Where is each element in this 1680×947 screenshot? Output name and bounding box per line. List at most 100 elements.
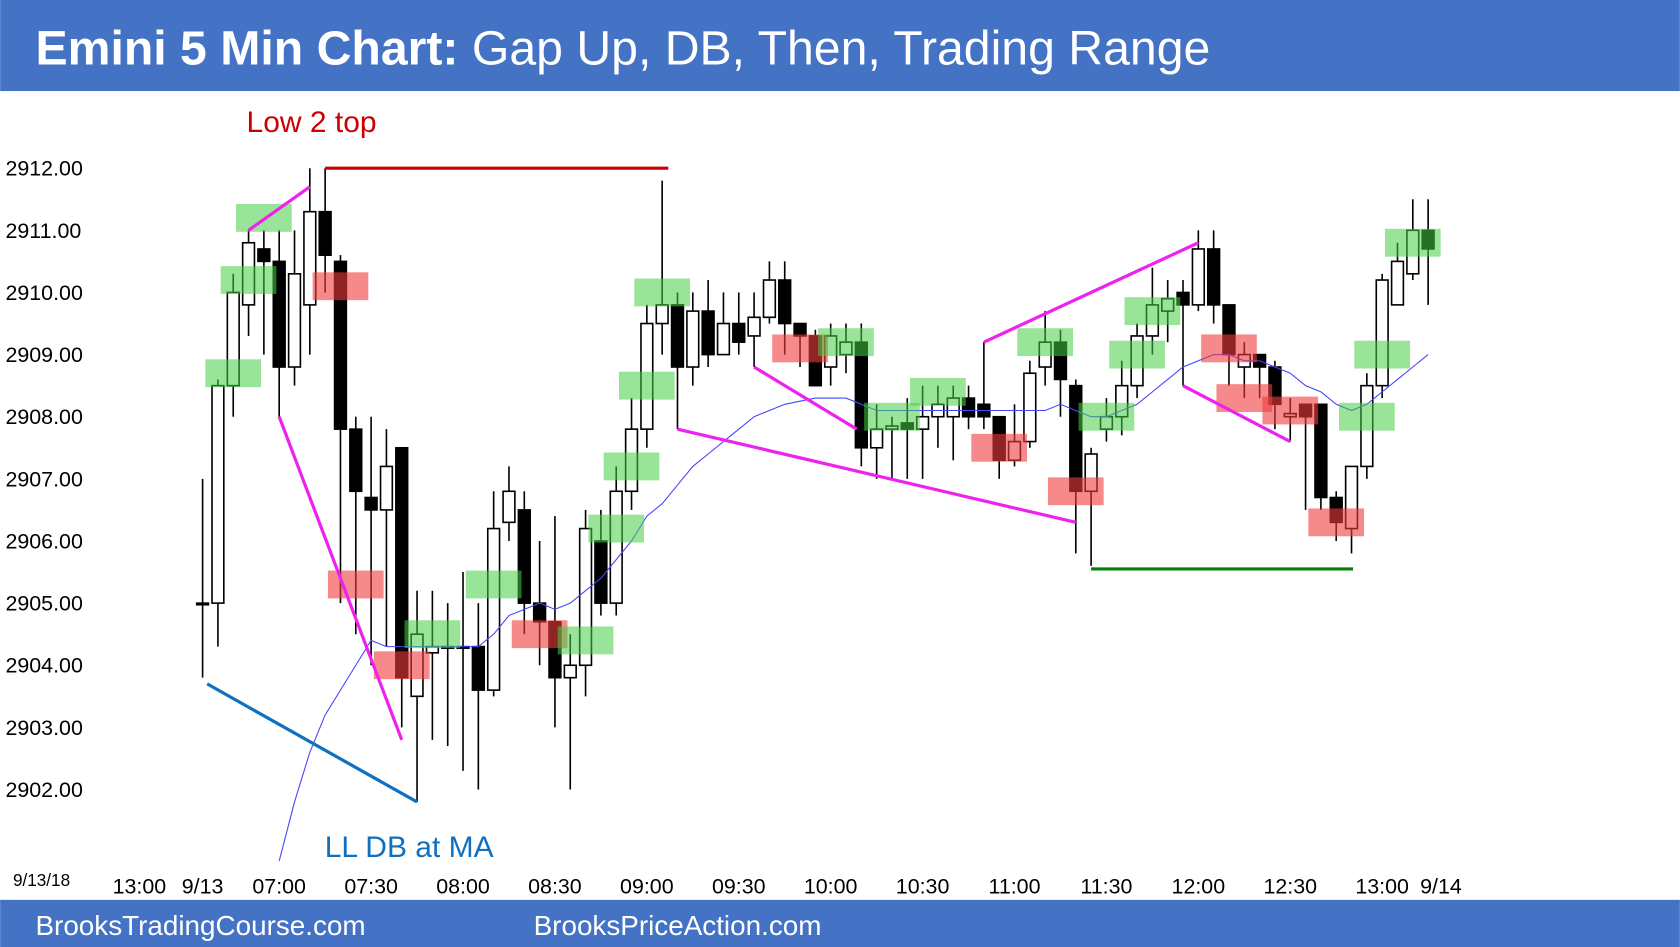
footer-right: BrooksPriceAction.com bbox=[534, 910, 822, 941]
candle-body bbox=[333, 260, 348, 430]
x-tick-label: 9/13 bbox=[182, 874, 224, 898]
signal-box bbox=[220, 266, 277, 294]
candle-body bbox=[578, 527, 593, 667]
signal-box bbox=[1017, 328, 1074, 357]
trend-line bbox=[677, 427, 1077, 524]
candle-body bbox=[379, 465, 394, 511]
candle-body bbox=[609, 490, 623, 604]
candle-body bbox=[686, 310, 700, 368]
signal-box bbox=[588, 514, 645, 543]
y-tick-label: 2911.00 bbox=[5, 219, 81, 243]
signal-box bbox=[634, 278, 691, 307]
trend-line bbox=[247, 185, 311, 232]
candle-body bbox=[1206, 248, 1221, 306]
signal-box bbox=[465, 570, 522, 599]
candle-body bbox=[701, 310, 715, 356]
candle-body bbox=[287, 273, 302, 368]
candle-body bbox=[563, 664, 577, 679]
candle-body bbox=[502, 490, 516, 524]
candle-body bbox=[349, 428, 363, 493]
title-lead: Emini 5 Min Chart: bbox=[35, 21, 458, 75]
candle-body bbox=[486, 527, 501, 691]
candle-body bbox=[854, 341, 869, 449]
footer-left: BrooksTradingCourse.com bbox=[35, 910, 365, 941]
header-band bbox=[0, 0, 1680, 92]
x-tick-label: 12:00 bbox=[1172, 874, 1226, 898]
candle-body bbox=[793, 322, 807, 337]
trend-line bbox=[206, 682, 418, 804]
x-end-label: 9/14 bbox=[1420, 874, 1462, 898]
y-tick-label: 2908.00 bbox=[5, 405, 82, 429]
header-title: Emini 5 Min Chart: Gap Up, DB, Then, Tra… bbox=[35, 21, 1210, 75]
candle-body bbox=[1375, 279, 1389, 387]
candle-body bbox=[1314, 403, 1328, 499]
title-rest: Gap Up, DB, Then, Trading Range bbox=[472, 21, 1210, 75]
candle-body bbox=[318, 210, 332, 256]
candle-body bbox=[670, 304, 685, 368]
signal-box bbox=[327, 570, 384, 599]
signal-box bbox=[373, 651, 430, 680]
candle-body bbox=[747, 316, 761, 337]
candle-body bbox=[1390, 260, 1405, 306]
candle-body bbox=[594, 540, 608, 604]
candle-body bbox=[778, 279, 792, 325]
candle-body bbox=[1191, 248, 1206, 306]
annotation: LL DB at MA bbox=[325, 831, 494, 864]
y-tick-label: 2907.00 bbox=[5, 467, 82, 491]
signal-box bbox=[312, 272, 369, 301]
trend-line bbox=[1182, 384, 1291, 444]
x-start-label: 13:00 bbox=[113, 874, 167, 898]
signal-box bbox=[971, 433, 1028, 462]
y-tick-label: 2904.00 bbox=[5, 654, 82, 678]
candle-body bbox=[762, 279, 777, 319]
candle-body bbox=[257, 248, 271, 263]
signal-box bbox=[557, 626, 614, 655]
signal-box bbox=[404, 620, 461, 649]
moving-average bbox=[278, 354, 1429, 862]
signal-box bbox=[1047, 477, 1104, 506]
candle-body bbox=[961, 397, 976, 418]
signal-box bbox=[1354, 340, 1411, 369]
signal-box bbox=[910, 377, 966, 406]
candle-body bbox=[1023, 372, 1037, 443]
candle-body bbox=[272, 260, 286, 368]
signal-box bbox=[1338, 402, 1395, 431]
candle-body bbox=[364, 496, 378, 511]
x-tick-label: 09:00 bbox=[620, 874, 674, 898]
signal-box bbox=[1201, 334, 1257, 363]
candle-body bbox=[195, 602, 210, 606]
signal-box bbox=[864, 402, 920, 431]
x-tick-label: 13:00 bbox=[1355, 874, 1409, 898]
y-tick-label: 2910.00 bbox=[5, 281, 82, 305]
y-tick-label: 2905.00 bbox=[5, 592, 82, 616]
y-tick-label: 2903.00 bbox=[5, 716, 82, 740]
signal-box bbox=[1124, 297, 1181, 326]
trend-line bbox=[753, 365, 858, 431]
x-tick-label: 10:00 bbox=[804, 874, 858, 898]
x-tick-label: 07:00 bbox=[252, 874, 306, 898]
trend-line bbox=[983, 241, 1200, 344]
x-tick-label: 07:30 bbox=[344, 874, 398, 898]
candle-body bbox=[517, 509, 531, 604]
signal-box bbox=[1384, 228, 1441, 257]
signal-box bbox=[603, 452, 660, 481]
x-tick-label: 09:30 bbox=[712, 874, 766, 898]
signal-box bbox=[1308, 508, 1365, 537]
candle-body bbox=[1069, 384, 1083, 493]
trend-line bbox=[277, 416, 404, 741]
signal-box bbox=[818, 328, 874, 357]
annotation: Low 2 top bbox=[247, 106, 377, 139]
signal-box bbox=[1262, 396, 1319, 425]
x-tick-label: 08:30 bbox=[528, 874, 582, 898]
y-tick-label: 2912.00 bbox=[5, 157, 82, 181]
candle-body bbox=[303, 210, 317, 306]
x-tick-label: 10:30 bbox=[896, 874, 950, 898]
candle-body bbox=[732, 322, 746, 343]
signal-box bbox=[618, 371, 675, 400]
candle-body bbox=[869, 428, 884, 449]
date-label: 9/13/18 bbox=[13, 870, 70, 890]
x-tick-label: 11:30 bbox=[1080, 874, 1132, 898]
signal-box bbox=[1078, 402, 1135, 431]
